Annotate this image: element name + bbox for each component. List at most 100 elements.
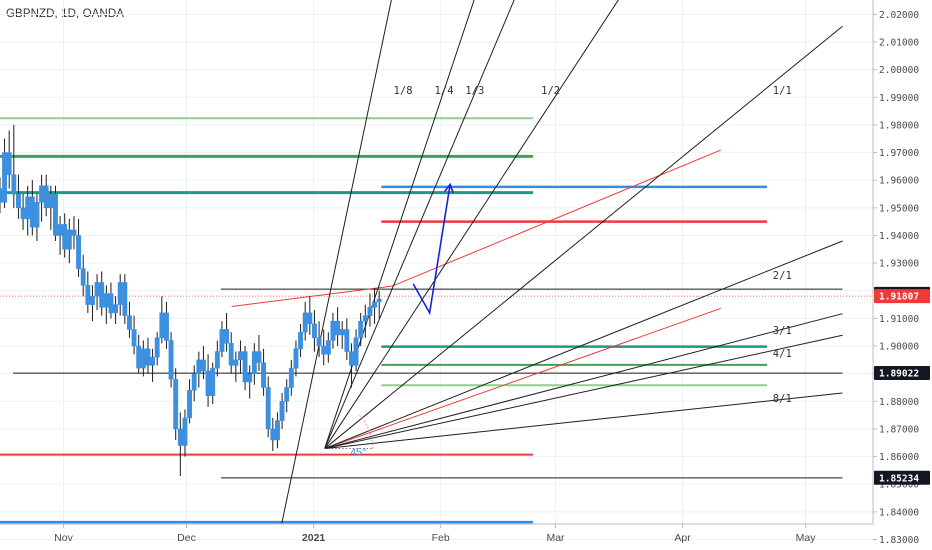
candle[interactable] bbox=[284, 379, 290, 413]
candle[interactable] bbox=[367, 293, 373, 327]
candle[interactable] bbox=[372, 287, 378, 324]
trend-line-0[interactable] bbox=[231, 285, 393, 308]
candle[interactable] bbox=[2, 138, 8, 208]
gann-ray-2-1[interactable] bbox=[324, 240, 843, 450]
gann-ray-1-8[interactable] bbox=[273, 0, 394, 550]
candle[interactable] bbox=[233, 351, 239, 382]
candle[interactable] bbox=[94, 274, 100, 311]
candle[interactable] bbox=[219, 321, 225, 358]
candle[interactable] bbox=[298, 323, 304, 358]
price-axis[interactable]: 1.83000 1.84000 1.85000 1.86000 1.87000 1.880… bbox=[873, 10, 919, 546]
candle[interactable] bbox=[358, 312, 364, 347]
candle[interactable] bbox=[122, 274, 128, 324]
candle[interactable] bbox=[53, 185, 58, 242]
y-tick-label: 1.83000 bbox=[879, 535, 919, 546]
candle[interactable] bbox=[113, 296, 119, 324]
candle[interactable] bbox=[265, 376, 271, 438]
candle[interactable] bbox=[201, 346, 206, 380]
gann-ray-1-4[interactable] bbox=[324, 0, 478, 449]
candle[interactable] bbox=[316, 321, 322, 358]
y-tick-label: 1.96000 bbox=[879, 176, 919, 187]
candle[interactable] bbox=[293, 340, 299, 377]
projection-path[interactable] bbox=[412, 184, 451, 316]
candle[interactable] bbox=[362, 304, 368, 338]
candle[interactable] bbox=[261, 348, 267, 396]
candle[interactable] bbox=[376, 290, 382, 319]
trend-line-2[interactable] bbox=[324, 307, 721, 450]
candle[interactable] bbox=[66, 218, 72, 264]
candle[interactable] bbox=[339, 321, 345, 349]
candle[interactable] bbox=[242, 346, 248, 391]
candle[interactable] bbox=[228, 332, 234, 374]
gann-ray-4-1[interactable] bbox=[324, 334, 843, 450]
candle[interactable] bbox=[270, 417, 276, 452]
candle[interactable] bbox=[164, 301, 169, 349]
y-tick-label: 1.98000 bbox=[879, 120, 919, 131]
candle[interactable] bbox=[288, 359, 294, 396]
candle[interactable] bbox=[205, 354, 211, 407]
candle[interactable] bbox=[238, 340, 243, 374]
candle[interactable] bbox=[99, 271, 105, 316]
candle[interactable] bbox=[159, 296, 165, 344]
candle[interactable] bbox=[43, 174, 49, 217]
candle[interactable] bbox=[90, 285, 95, 322]
candle[interactable] bbox=[150, 348, 156, 382]
candle[interactable] bbox=[321, 329, 327, 366]
candle[interactable] bbox=[145, 337, 151, 374]
price-badge-label: 1.89022 bbox=[879, 369, 919, 380]
gann-ray-8-1[interactable] bbox=[324, 392, 843, 450]
candle[interactable] bbox=[312, 310, 317, 352]
candle[interactable] bbox=[302, 301, 308, 341]
candle[interactable] bbox=[196, 351, 202, 388]
candle[interactable] bbox=[325, 332, 331, 363]
candle[interactable] bbox=[353, 329, 359, 371]
candle[interactable] bbox=[85, 271, 91, 313]
candle[interactable] bbox=[256, 334, 262, 371]
candle[interactable] bbox=[251, 343, 257, 385]
candle[interactable] bbox=[177, 412, 183, 476]
candle[interactable] bbox=[344, 318, 350, 360]
candle[interactable] bbox=[214, 340, 220, 377]
y-tick-label: 1.91000 bbox=[879, 314, 919, 325]
candle[interactable] bbox=[34, 194, 40, 242]
candle[interactable] bbox=[224, 312, 230, 352]
gann-fan[interactable]: 1/8 1/4 1/3 1/2 1/1 2/1 3/1 4/1 8/1 45° bbox=[273, 0, 843, 550]
gann-ray-1-2[interactable] bbox=[324, 0, 626, 449]
candle[interactable] bbox=[168, 332, 174, 388]
candle[interactable] bbox=[11, 124, 17, 208]
candle[interactable] bbox=[136, 334, 142, 374]
candle[interactable] bbox=[182, 409, 188, 457]
candle[interactable] bbox=[117, 274, 123, 316]
candle[interactable] bbox=[127, 301, 132, 338]
candle[interactable] bbox=[57, 216, 63, 255]
candle[interactable] bbox=[154, 332, 160, 366]
candle[interactable] bbox=[275, 412, 280, 449]
candle[interactable] bbox=[29, 180, 35, 236]
candle[interactable] bbox=[187, 379, 193, 424]
time-axis[interactable]: Nov Dec 2021 Feb Mar Apr May bbox=[54, 524, 816, 544]
candle[interactable] bbox=[279, 393, 285, 429]
y-tick-label: 1.85000 bbox=[879, 480, 919, 491]
candle[interactable] bbox=[71, 216, 77, 250]
candle[interactable] bbox=[108, 282, 114, 319]
candle[interactable] bbox=[191, 365, 197, 402]
gann-ray-3-1[interactable] bbox=[324, 313, 843, 450]
candle[interactable] bbox=[173, 368, 179, 440]
candle[interactable] bbox=[76, 218, 82, 277]
trend-line-1[interactable] bbox=[392, 149, 721, 287]
candle[interactable] bbox=[307, 296, 313, 335]
y-tick-label: 2.02000 bbox=[879, 10, 919, 21]
gann-ray-label: 8/1 bbox=[773, 393, 792, 405]
gann-ray-1-1[interactable] bbox=[324, 25, 843, 449]
candle[interactable] bbox=[80, 254, 86, 297]
candle[interactable] bbox=[20, 194, 26, 230]
candle[interactable] bbox=[247, 365, 253, 399]
gann-ray-1-3[interactable] bbox=[324, 0, 519, 449]
candle[interactable] bbox=[131, 315, 137, 355]
candle[interactable] bbox=[210, 362, 216, 405]
candle[interactable] bbox=[39, 174, 45, 222]
candle[interactable] bbox=[16, 174, 21, 219]
candle[interactable] bbox=[6, 130, 12, 189]
candle[interactable] bbox=[335, 307, 341, 347]
